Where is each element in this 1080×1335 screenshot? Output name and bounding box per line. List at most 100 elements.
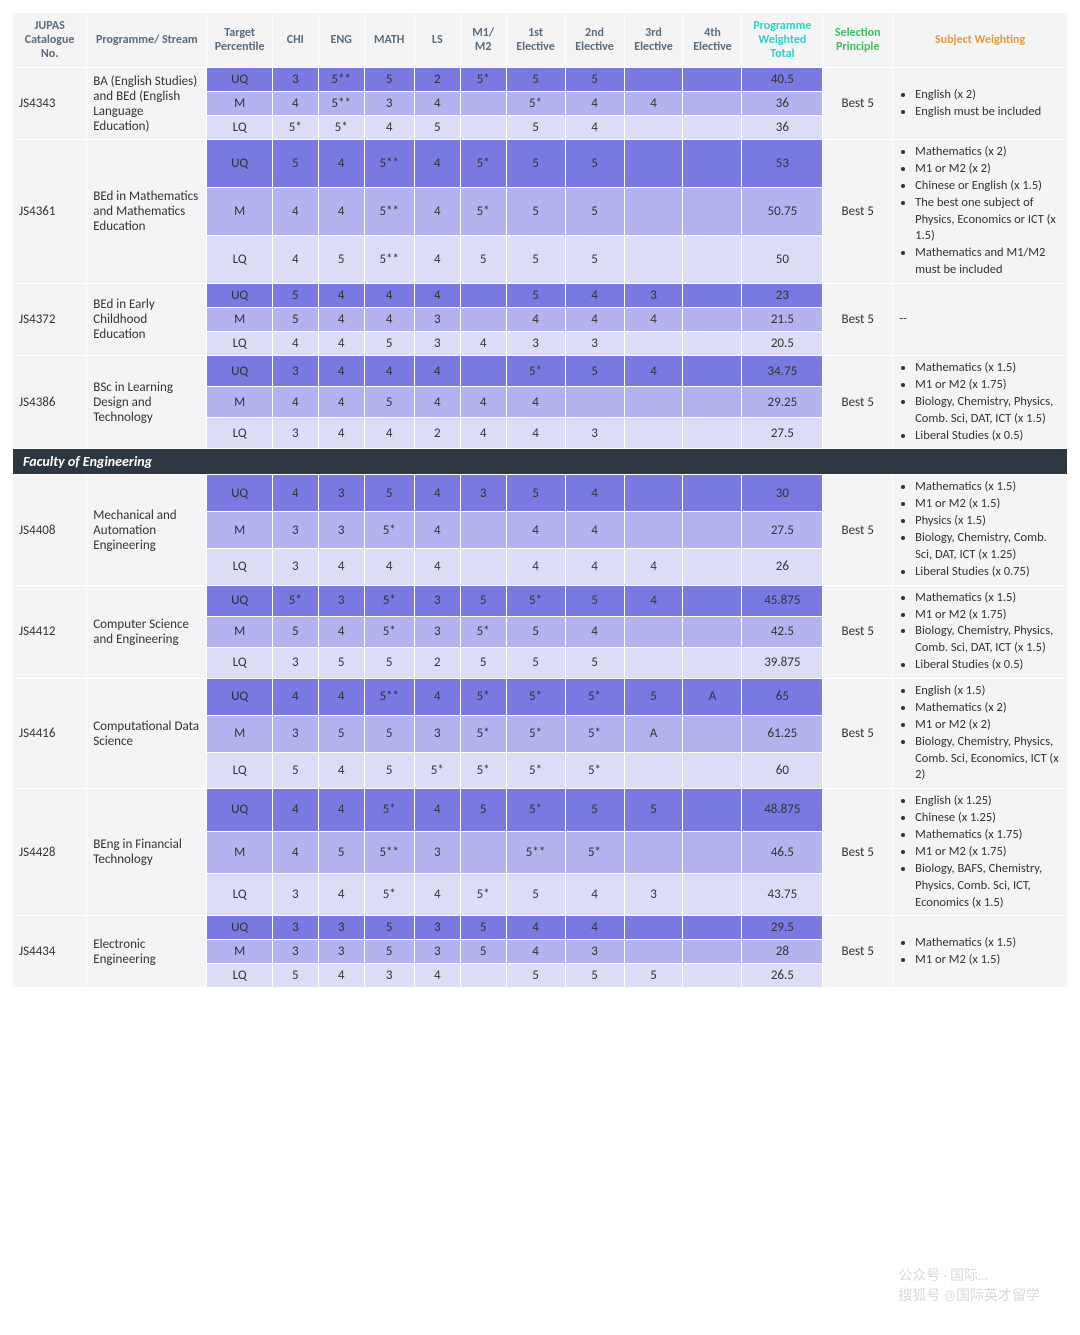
score-cell: 3 xyxy=(272,512,318,549)
score-cell xyxy=(683,236,742,284)
score-cell: 4 xyxy=(364,308,414,332)
percentile-cell: LQ xyxy=(207,236,273,284)
jupas-code: JS4361 xyxy=(13,140,87,284)
score-cell: 4 xyxy=(318,387,364,418)
score-cell: 3 xyxy=(272,916,318,940)
score-cell: 3 xyxy=(364,92,414,116)
score-cell: 4 xyxy=(318,874,364,916)
total-cell: 29.25 xyxy=(742,387,823,418)
score-cell: 5 xyxy=(565,140,624,188)
score-cell xyxy=(683,356,742,387)
score-cell: 4 xyxy=(414,512,460,549)
score-cell xyxy=(683,789,742,831)
data-row: JS4412Computer Science and EngineeringUQ… xyxy=(13,585,1068,616)
score-cell: 5 xyxy=(506,616,565,647)
score-cell: 5 xyxy=(624,964,683,988)
jupas-table: JUPAS Catalogue No.Programme/ StreamTarg… xyxy=(12,12,1068,988)
total-cell: 29.5 xyxy=(742,916,823,940)
score-cell: 5 xyxy=(414,116,460,140)
jupas-code: JS4428 xyxy=(13,789,87,916)
score-cell xyxy=(624,332,683,356)
score-cell xyxy=(683,512,742,549)
selection-principle: Best 5 xyxy=(823,284,893,356)
total-cell: 65 xyxy=(742,679,823,716)
score-cell: 4 xyxy=(318,356,364,387)
score-cell xyxy=(624,647,683,678)
header-row: JUPAS Catalogue No.Programme/ StreamTarg… xyxy=(13,13,1068,68)
total-cell: 40.5 xyxy=(742,68,823,92)
score-cell: 4 xyxy=(318,308,364,332)
score-cell: 3 xyxy=(272,418,318,449)
score-cell xyxy=(683,616,742,647)
score-cell: 4 xyxy=(414,387,460,418)
score-cell: 3 xyxy=(318,475,364,512)
programme-name: BEng in Financial Technology xyxy=(87,789,207,916)
score-cell: 4 xyxy=(414,548,460,585)
score-cell: 4 xyxy=(414,874,460,916)
score-cell: 2 xyxy=(414,68,460,92)
total-cell: 48.875 xyxy=(742,789,823,831)
score-cell: 4 xyxy=(272,679,318,716)
score-cell: 3 xyxy=(272,356,318,387)
total-cell: 53 xyxy=(742,140,823,188)
subject-weighting: Mathematics (x 1.5)M1 or M2 (x 1.75)Biol… xyxy=(893,585,1068,678)
score-cell: 5 xyxy=(565,964,624,988)
score-cell: 4 xyxy=(565,92,624,116)
score-cell: 3 xyxy=(414,308,460,332)
data-row: JS4361BEd in Mathematics and Mathematics… xyxy=(13,140,1068,188)
programme-name: Computational Data Science xyxy=(87,679,207,789)
score-cell xyxy=(624,236,683,284)
col-header: Subject Weighting xyxy=(893,13,1068,68)
score-cell: 5 xyxy=(460,236,506,284)
total-cell: 23 xyxy=(742,284,823,308)
score-cell xyxy=(683,585,742,616)
col-header: ENG xyxy=(318,13,364,68)
data-row: JS4372BEd in Early Childhood EducationUQ… xyxy=(13,284,1068,308)
jupas-code: JS4408 xyxy=(13,475,87,585)
programme-name: BSc in Learning Design and Technology xyxy=(87,356,207,449)
score-cell xyxy=(683,92,742,116)
score-cell: 5* xyxy=(565,831,624,873)
score-cell xyxy=(683,752,742,789)
score-cell: 5 xyxy=(272,308,318,332)
score-cell: 4 xyxy=(318,789,364,831)
total-cell: 26.5 xyxy=(742,964,823,988)
score-cell: 5 xyxy=(565,585,624,616)
subject-weighting: English (x 1.25)Chinese (x 1.25)Mathemat… xyxy=(893,789,1068,916)
col-header: JUPAS Catalogue No. xyxy=(13,13,87,68)
score-cell xyxy=(624,418,683,449)
score-cell: 3 xyxy=(318,512,364,549)
score-cell: 4 xyxy=(318,284,364,308)
score-cell: 5 xyxy=(460,789,506,831)
score-cell: 4 xyxy=(318,418,364,449)
jupas-code: JS4343 xyxy=(13,68,87,140)
score-cell: 3 xyxy=(318,940,364,964)
score-cell: 4 xyxy=(506,548,565,585)
score-cell: 4 xyxy=(364,284,414,308)
score-cell: 5 xyxy=(364,940,414,964)
programme-name: BA (English Studies) and BEd (English La… xyxy=(87,68,207,140)
score-cell xyxy=(624,940,683,964)
score-cell: 5 xyxy=(506,964,565,988)
score-cell: A xyxy=(683,679,742,716)
score-cell: 5* xyxy=(565,679,624,716)
programme-name: Computer Science and Engineering xyxy=(87,585,207,678)
selection-principle: Best 5 xyxy=(823,68,893,140)
total-cell: 50.75 xyxy=(742,188,823,236)
score-cell: 5 xyxy=(506,140,565,188)
percentile-cell: LQ xyxy=(207,874,273,916)
score-cell: 2 xyxy=(414,647,460,678)
score-cell: 5 xyxy=(318,715,364,752)
selection-principle: Best 5 xyxy=(823,356,893,449)
total-cell: 43.75 xyxy=(742,874,823,916)
score-cell: 3 xyxy=(565,940,624,964)
score-cell: 3 xyxy=(460,475,506,512)
score-cell: 5 xyxy=(364,68,414,92)
score-cell: 5* xyxy=(460,752,506,789)
score-cell xyxy=(460,548,506,585)
score-cell: 4 xyxy=(506,308,565,332)
score-cell: 5** xyxy=(364,831,414,873)
score-cell: 4 xyxy=(414,92,460,116)
score-cell: 5 xyxy=(506,874,565,916)
score-cell: 4 xyxy=(565,284,624,308)
